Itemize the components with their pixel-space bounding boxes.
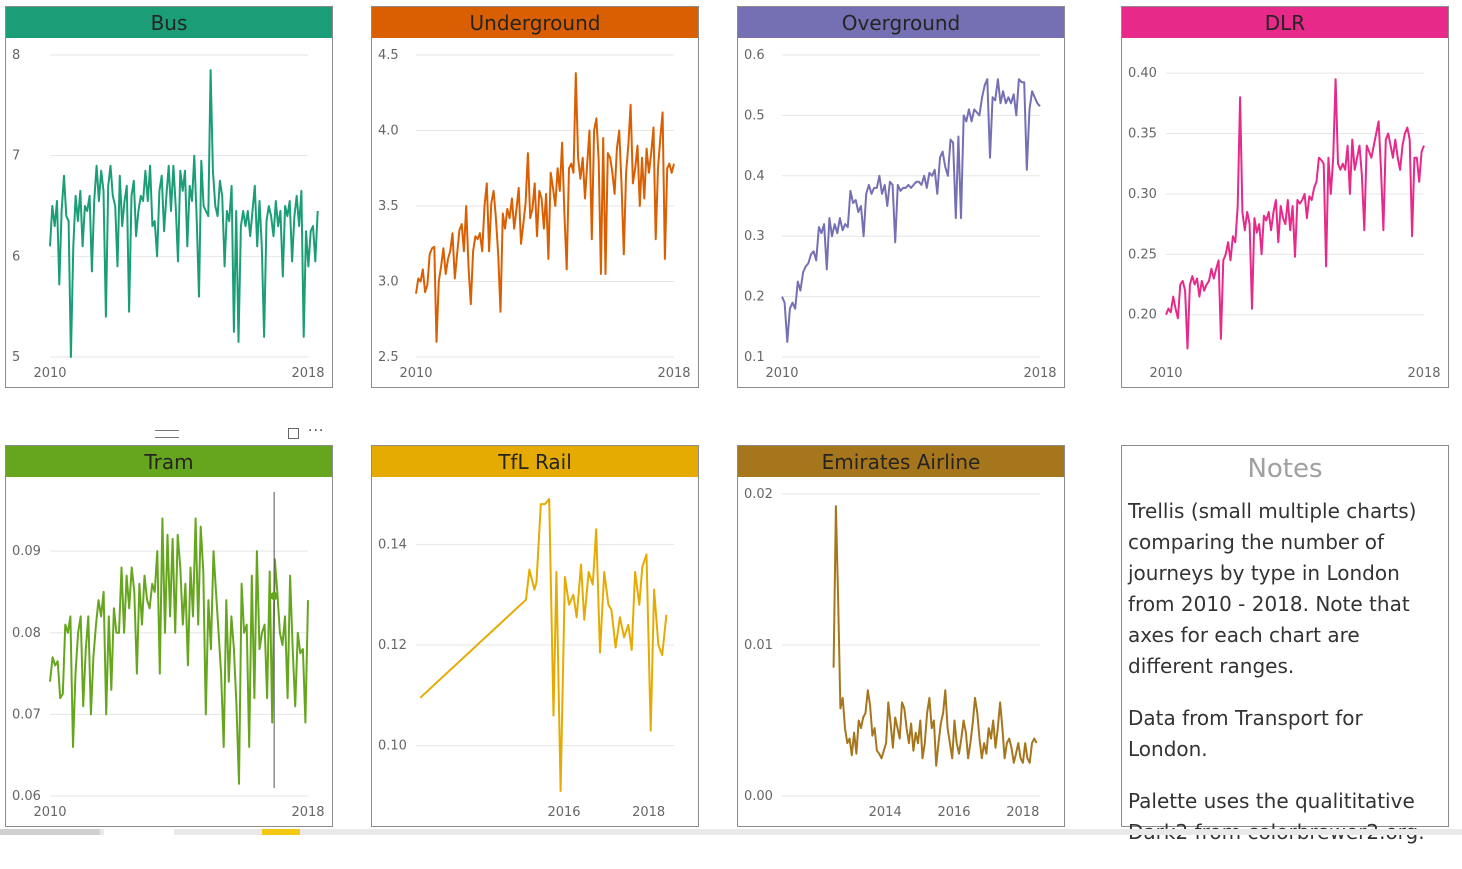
y-tick-label: 0.12 bbox=[378, 638, 407, 653]
series-line bbox=[1165, 78, 1425, 350]
notes-paragraph: Data from Transport for London. bbox=[1128, 706, 1363, 761]
series-line bbox=[415, 72, 675, 343]
y-tick-label: 0.01 bbox=[744, 638, 773, 653]
x-tick-label: 2018 bbox=[291, 366, 324, 381]
y-tick-label: 4.5 bbox=[378, 48, 399, 63]
y-tick-label: 0.5 bbox=[744, 108, 765, 123]
series-line bbox=[49, 69, 319, 358]
y-tick-label: 0.08 bbox=[12, 626, 41, 641]
y-tick-label: 0.00 bbox=[744, 789, 773, 804]
focus-mode-icon[interactable] bbox=[288, 428, 299, 439]
page-tab[interactable] bbox=[0, 829, 100, 835]
y-tick-label: 0.40 bbox=[1128, 66, 1157, 81]
x-tick-label: 2016 bbox=[937, 805, 970, 820]
y-tick-label: 4.0 bbox=[378, 124, 399, 139]
y-tick-label: 0.07 bbox=[12, 707, 41, 722]
chart-svg: 0.20 0.25 0.30 0.35 0.40 2010 2018 bbox=[1128, 66, 1441, 381]
x-tick-label: 2010 bbox=[765, 366, 798, 381]
x-tick-label: 2018 bbox=[291, 805, 324, 820]
chart-title: Tram bbox=[6, 446, 332, 477]
chart-panel-tram[interactable]: Tram 0.06 0.07 0.08 0.09 2010 2018 bbox=[5, 445, 333, 827]
y-tick-label: 0.4 bbox=[744, 169, 765, 184]
y-tick-label: 5 bbox=[12, 350, 20, 365]
chart-svg: 0.10 0.12 0.14 2016 2018 bbox=[378, 498, 674, 820]
chart-panel-bus[interactable]: Bus 5 6 7 8 2010 2018 bbox=[5, 6, 333, 388]
chart-title: TfL Rail bbox=[372, 446, 698, 477]
x-tick-label: 2010 bbox=[399, 366, 432, 381]
y-tick-label: 0.25 bbox=[1128, 247, 1157, 262]
notes-paragraph: Palette uses the qualititative Dark2 fro… bbox=[1128, 789, 1425, 844]
hover-point bbox=[270, 592, 279, 601]
chart-panel-underground[interactable]: Underground 2.5 3.0 3.5 4.0 4.5 2010 2018 bbox=[371, 6, 699, 388]
chart-svg: 2.5 3.0 3.5 4.0 4.5 2010 2018 bbox=[378, 48, 691, 381]
x-tick-label: 2018 bbox=[1006, 805, 1039, 820]
more-options-icon[interactable]: ··· bbox=[308, 423, 325, 439]
x-tick-label: 2010 bbox=[33, 366, 66, 381]
y-tick-label: 0.1 bbox=[744, 350, 765, 365]
y-tick-label: 0.3 bbox=[744, 229, 765, 244]
notes-panel: Notes Trellis (small multiple charts) co… bbox=[1121, 445, 1449, 844]
y-tick-label: 2.5 bbox=[378, 350, 399, 365]
chart-svg: 0.1 0.2 0.3 0.4 0.5 0.6 2010 2018 bbox=[744, 48, 1057, 381]
y-tick-label: 3.5 bbox=[378, 199, 399, 214]
y-tick-label: 0.30 bbox=[1128, 187, 1157, 202]
chart-title: Emirates Airline bbox=[738, 446, 1064, 477]
chart-panel-tfl-rail[interactable]: TfL Rail 0.10 0.12 0.14 2016 2018 bbox=[371, 445, 699, 827]
page-tab-bar bbox=[0, 829, 1462, 835]
drag-handle-icon[interactable] bbox=[155, 430, 179, 438]
x-tick-label: 2010 bbox=[1149, 366, 1182, 381]
y-tick-label: 7 bbox=[12, 149, 20, 164]
y-tick-label: 0.10 bbox=[378, 739, 407, 754]
x-tick-label: 2014 bbox=[869, 805, 902, 820]
page-tab-active[interactable] bbox=[104, 829, 174, 835]
y-tick-label: 0.2 bbox=[744, 290, 765, 305]
chart-svg: 5 6 7 8 2010 2018 bbox=[12, 48, 325, 381]
y-tick-label: 0.02 bbox=[744, 487, 773, 502]
chart-svg: 0.06 0.07 0.08 0.09 2010 2018 bbox=[12, 492, 325, 820]
y-tick-label: 0.20 bbox=[1128, 308, 1157, 323]
chart-panel-dlr[interactable]: DLR 0.20 0.25 0.30 0.35 0.40 2010 2018 bbox=[1121, 6, 1449, 388]
y-tick-label: 8 bbox=[12, 48, 20, 63]
y-tick-label: 3.0 bbox=[378, 275, 399, 290]
x-tick-label: 2010 bbox=[33, 805, 66, 820]
chart-panel-overground[interactable]: Overground 0.1 0.2 0.3 0.4 0.5 0.6 2010 2018 bbox=[737, 6, 1065, 388]
chart-title: Bus bbox=[6, 7, 332, 38]
page-tab-highlight[interactable] bbox=[262, 829, 300, 835]
series-line bbox=[49, 517, 309, 785]
y-tick-label: 0.6 bbox=[744, 48, 765, 63]
notes-body: Trellis (small multiple charts) comparin… bbox=[1128, 496, 1444, 869]
x-tick-label: 2018 bbox=[632, 805, 665, 820]
chart-title: Underground bbox=[372, 7, 698, 38]
series-line bbox=[419, 498, 668, 792]
y-tick-label: 0.09 bbox=[12, 544, 41, 559]
chart-title: Overground bbox=[738, 7, 1064, 38]
chart-panel-emirates-airline[interactable]: Emirates Airline 0.00 0.01 0.02 2014 2016 201… bbox=[737, 445, 1065, 827]
y-tick-label: 6 bbox=[12, 249, 20, 264]
y-tick-label: 0.35 bbox=[1128, 127, 1157, 142]
chart-title: DLR bbox=[1122, 7, 1448, 38]
x-tick-label: 2018 bbox=[1023, 366, 1056, 381]
notes-paragraph: Trellis (small multiple charts) comparin… bbox=[1128, 499, 1417, 678]
series-line bbox=[832, 505, 1038, 767]
x-tick-label: 2016 bbox=[547, 805, 580, 820]
series-line bbox=[781, 78, 1041, 343]
x-tick-label: 2018 bbox=[1407, 366, 1440, 381]
y-tick-label: 0.06 bbox=[12, 789, 41, 804]
y-tick-label: 0.14 bbox=[378, 537, 407, 552]
chart-svg: 0.00 0.01 0.02 2014 2016 2018 bbox=[744, 487, 1040, 820]
x-tick-label: 2018 bbox=[657, 366, 690, 381]
notes-title: Notes bbox=[1247, 454, 1323, 484]
